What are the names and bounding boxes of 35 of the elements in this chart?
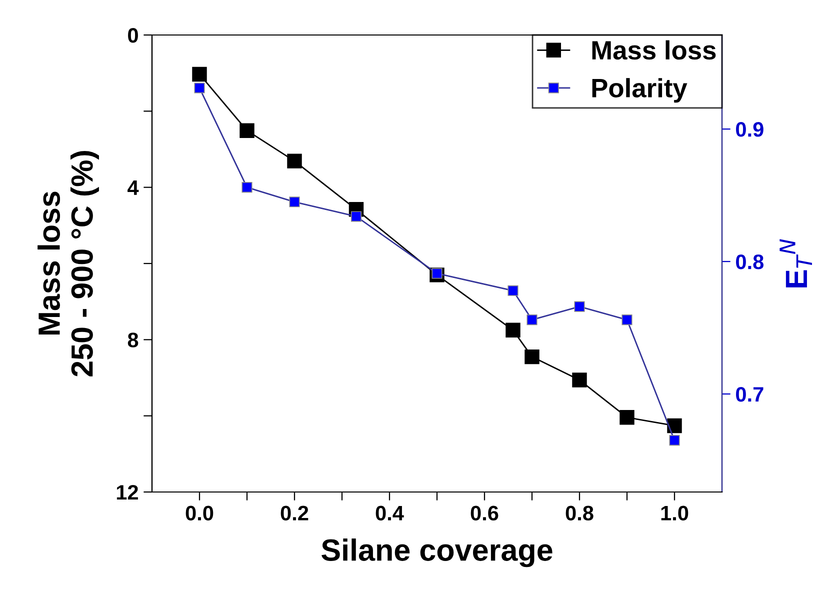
x-axis-title: Silane coverage <box>322 538 552 568</box>
point <box>506 322 520 338</box>
point <box>667 418 682 434</box>
point <box>194 82 205 94</box>
point <box>242 182 252 193</box>
y2-tick-label: 0.7 <box>736 386 764 402</box>
point <box>669 435 680 446</box>
point <box>289 196 300 208</box>
x-tick-label: 0.2 <box>280 506 308 520</box>
y2-tick-label: 0.9 <box>736 122 764 137</box>
point <box>622 314 632 326</box>
point <box>572 372 587 388</box>
y-tick-label: 12 <box>116 485 138 500</box>
legend-label: Mass loss <box>592 40 716 60</box>
point <box>620 410 634 425</box>
y-tick-label: 4 <box>128 180 139 195</box>
x-tick-label: 0.6 <box>470 506 498 520</box>
point <box>526 314 538 326</box>
y2-tick-label: 0.8 <box>736 254 764 270</box>
point <box>192 66 207 82</box>
y2-axis-title: E$_{T}$$^{N}$ <box>780 239 812 288</box>
x-tick-label: 0.8 <box>566 506 594 520</box>
point <box>574 301 585 312</box>
x-tick-label: 0.4 <box>376 506 404 520</box>
point <box>287 154 302 168</box>
point <box>524 349 540 364</box>
y-axis-title: Mass loss 250 - 900 °C (%) <box>38 151 99 376</box>
y-tick-label: 8 <box>128 332 138 348</box>
x-tick-label: 1.0 <box>661 506 688 520</box>
x-tick-label: 0.0 <box>186 506 214 520</box>
point <box>350 211 362 222</box>
point <box>508 285 518 296</box>
legend-label: Polarity <box>592 78 688 103</box>
point <box>240 123 254 138</box>
y-tick-label: 0 <box>128 28 138 43</box>
